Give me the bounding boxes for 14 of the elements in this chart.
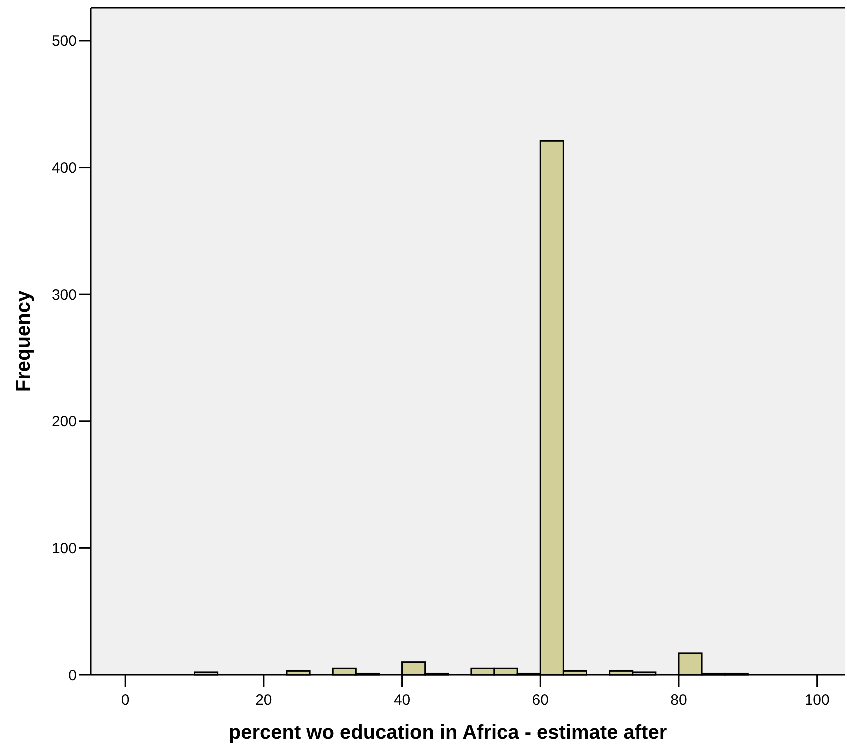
x-axis-title: percent wo education in Africa - estimate after (228, 722, 668, 744)
x-tick-label: 20 (256, 692, 272, 709)
y-tick-label: 0 (68, 667, 77, 684)
x-tick-label: 40 (394, 692, 411, 709)
x-tick-label: 0 (121, 692, 130, 709)
y-tick-label: 500 (52, 33, 77, 50)
y-tick-label: 300 (52, 286, 77, 304)
y-tick-label: 200 (52, 414, 77, 431)
y-tick-label: 100 (52, 540, 77, 558)
x-tick-label: 100 (804, 692, 830, 709)
y-tick-label: 400 (52, 160, 77, 178)
x-tick-label: 60 (532, 692, 549, 709)
y-axis-title: Frequency (13, 290, 35, 392)
x-tick-label: 80 (670, 692, 688, 709)
